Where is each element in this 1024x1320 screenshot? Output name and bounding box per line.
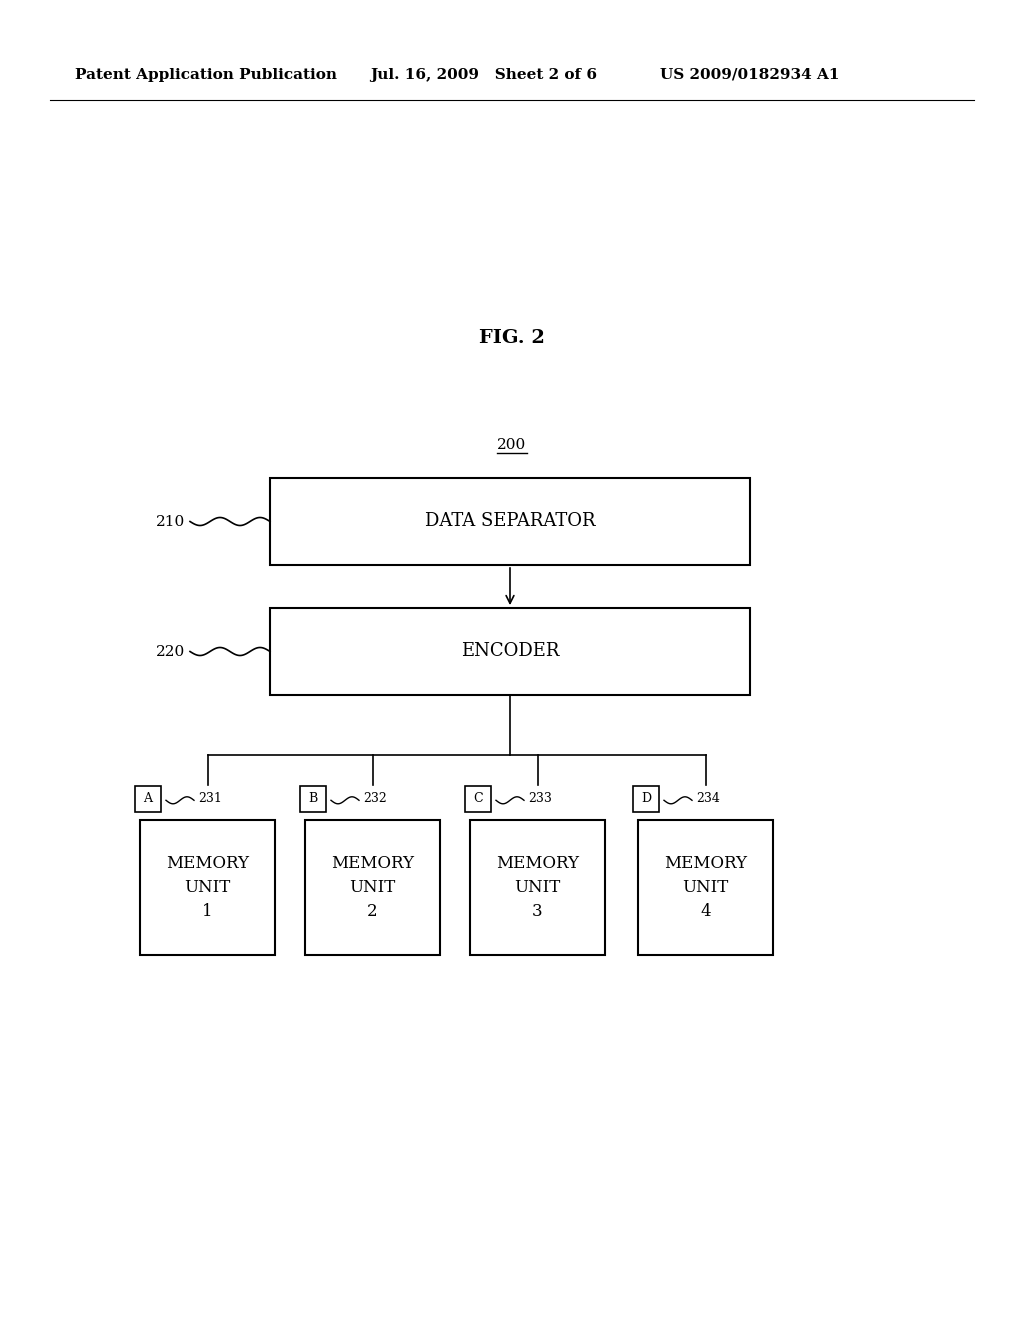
Text: 220: 220 [156, 644, 185, 659]
Bar [270, 609, 750, 696]
Text: MEMORY
UNIT
4: MEMORY UNIT 4 [664, 855, 746, 920]
Text: 231: 231 [198, 792, 222, 805]
Text: MEMORY
UNIT
3: MEMORY UNIT 3 [496, 855, 579, 920]
Bar [638, 820, 773, 954]
Bar [305, 820, 440, 954]
Bar [470, 820, 605, 954]
Bar [140, 820, 275, 954]
Bar [270, 478, 750, 565]
Text: C: C [473, 792, 482, 805]
Text: B: B [308, 792, 317, 805]
Text: 200: 200 [498, 438, 526, 451]
Text: Jul. 16, 2009   Sheet 2 of 6: Jul. 16, 2009 Sheet 2 of 6 [370, 69, 597, 82]
Bar [300, 785, 326, 812]
Text: ENCODER: ENCODER [461, 643, 559, 660]
Text: 234: 234 [696, 792, 720, 805]
Bar [135, 785, 161, 812]
Text: FIG. 2: FIG. 2 [479, 329, 545, 347]
Text: Patent Application Publication: Patent Application Publication [75, 69, 337, 82]
Text: MEMORY
UNIT
1: MEMORY UNIT 1 [166, 855, 249, 920]
Text: MEMORY
UNIT
2: MEMORY UNIT 2 [331, 855, 414, 920]
Text: US 2009/0182934 A1: US 2009/0182934 A1 [660, 69, 840, 82]
Text: A: A [143, 792, 153, 805]
Text: 233: 233 [528, 792, 552, 805]
Text: DATA SEPARATOR: DATA SEPARATOR [425, 512, 595, 531]
Bar [633, 785, 659, 812]
Text: 210: 210 [156, 515, 185, 528]
Text: 232: 232 [362, 792, 387, 805]
Bar [465, 785, 490, 812]
Text: D: D [641, 792, 651, 805]
